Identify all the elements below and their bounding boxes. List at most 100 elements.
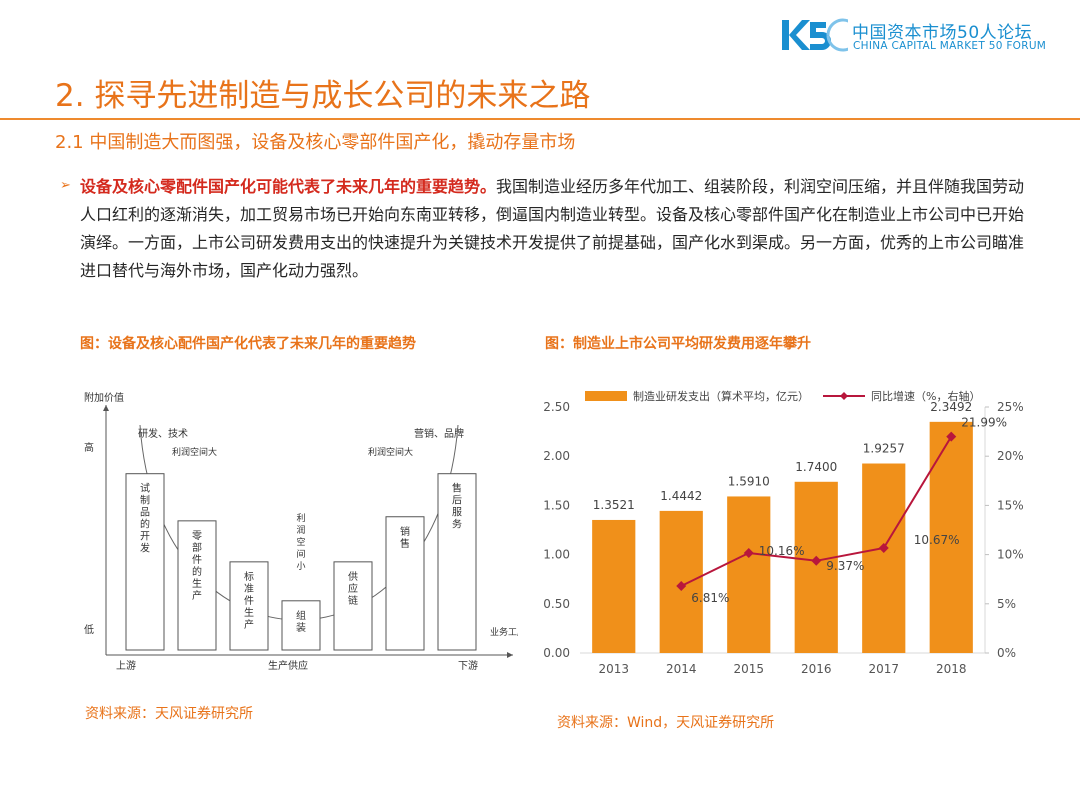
bar-value-label: 1.4442 bbox=[660, 489, 702, 503]
growth-rate-label: 9.37% bbox=[826, 559, 864, 573]
process-bar-label-char: 标 bbox=[244, 571, 254, 583]
x-tick-label: 2018 bbox=[936, 662, 967, 676]
growth-rate-marker bbox=[946, 431, 957, 442]
process-bar-label-char: 售 bbox=[452, 482, 462, 495]
process-bar bbox=[333, 561, 373, 651]
process-bar bbox=[281, 600, 321, 651]
bar-value-label: 1.3521 bbox=[593, 498, 635, 512]
growth-rate-label: 21.99% bbox=[961, 416, 1007, 430]
x-tick-label: 2017 bbox=[868, 662, 899, 676]
process-bar-label-char: 产 bbox=[192, 589, 202, 602]
y-right-tick-label: 0% bbox=[997, 646, 1016, 660]
process-bar-label-char: 制 bbox=[140, 494, 150, 507]
center-profit-label-char: 空 bbox=[296, 536, 305, 548]
growth-rate-label: 10.16% bbox=[759, 544, 805, 558]
x-tick-label: 2016 bbox=[801, 662, 832, 676]
y-right-tick-label: 5% bbox=[997, 597, 1016, 611]
right-chart-source: 资料来源：Wind，天风证券研究所 bbox=[557, 715, 775, 731]
growth-rate-label: 6.81% bbox=[691, 591, 729, 605]
process-bar bbox=[177, 520, 217, 651]
process-bar-label-char: 件 bbox=[244, 595, 254, 607]
process-bar-label-char: 开 bbox=[140, 532, 150, 543]
y-left-tick-label: 1.50 bbox=[543, 498, 570, 512]
legend-bar-swatch bbox=[585, 391, 627, 401]
x-tick-label: 2013 bbox=[598, 662, 629, 676]
process-bar-label-char: 品 bbox=[140, 507, 150, 519]
rd-tech-label: 研发、技术 bbox=[138, 427, 188, 440]
rd-expense-bar bbox=[794, 481, 838, 653]
left-profit-label: 利润空间大 bbox=[172, 446, 217, 458]
process-bar-label-char: 的 bbox=[140, 518, 150, 531]
bar-value-label: 1.5910 bbox=[728, 474, 770, 488]
process-bar-label-char: 链 bbox=[348, 594, 358, 607]
rd-expense-bar bbox=[592, 519, 636, 653]
y-left-tick-label: 2.50 bbox=[543, 400, 570, 414]
title-divider bbox=[0, 118, 1080, 120]
process-bar-label-char: 准 bbox=[244, 583, 254, 595]
process-bar-label-char: 部 bbox=[192, 541, 202, 554]
x-tick-label: 2015 bbox=[733, 662, 764, 676]
right-chart-caption: 图：制造业上市公司平均研发费用逐年攀升 bbox=[545, 336, 811, 352]
process-bar-label-char: 件 bbox=[192, 554, 202, 566]
body-text: 我国制造业经历多年代加工、组装阶段，利润空间压缩，并且伴随我国劳动人口红利的逐渐… bbox=[80, 177, 1025, 280]
bar-value-label: 1.9257 bbox=[863, 442, 905, 456]
bar-value-label: 2.3492 bbox=[930, 400, 972, 414]
x-tick-label: 2014 bbox=[666, 662, 697, 676]
process-bar-label-char: 销 bbox=[400, 525, 410, 538]
process-bar bbox=[125, 473, 165, 651]
legend-line-label: 同比增速（%，右轴） bbox=[871, 389, 980, 403]
rd-expense-bar bbox=[727, 496, 771, 653]
k5-logo-icon bbox=[782, 18, 848, 52]
process-bar bbox=[229, 561, 269, 651]
right-profit-label: 利润空间大 bbox=[368, 446, 413, 458]
legend-bar-label: 制造业研发支出（算术平均，亿元） bbox=[633, 389, 809, 403]
forum-logo: 中国资本市场50人论坛 CHINA CAPITAL MARKET 50 FORU… bbox=[780, 16, 1070, 56]
body-paragraph: 设备及核心零配件国产化可能代表了未来几年的重要趋势。我国制造业经历多年代加工、组… bbox=[80, 173, 1030, 285]
process-bar-label-char: 应 bbox=[348, 582, 358, 595]
growth-rate-marker bbox=[878, 543, 889, 554]
y-left-tick-label: 1.00 bbox=[543, 548, 570, 562]
center-profit-label-char: 润 bbox=[296, 524, 305, 536]
left-figure-caption: 图：设备及核心配件国产化代表了未来几年的重要趋势 bbox=[80, 336, 416, 352]
page-title: 2. 探寻先进制造与成长公司的未来之路 bbox=[55, 78, 591, 114]
process-bar-label-char: 试 bbox=[140, 482, 150, 495]
y-high-label: 高 bbox=[84, 441, 94, 454]
x-axis-label: 业务工序 bbox=[490, 626, 518, 638]
process-bar-label-char: 后 bbox=[452, 495, 462, 507]
process-bar-label-char: 产 bbox=[244, 618, 254, 631]
marketing-brand-label: 营销、品牌 bbox=[414, 427, 464, 440]
smile-curve-diagram: 附加价值 高 低 业务工序 上游 生产供应 下游 研发、技术 营销、品牌 利润空… bbox=[84, 391, 518, 672]
legend-line-marker-icon bbox=[840, 392, 848, 400]
process-bar-label-char: 务 bbox=[452, 518, 462, 531]
y-axis-label: 附加价值 bbox=[84, 391, 124, 404]
process-bar-label-char: 生 bbox=[244, 606, 254, 619]
y-left-tick-label: 0.00 bbox=[543, 646, 570, 660]
process-bar-label-char: 供 bbox=[348, 570, 358, 583]
logo-name-en: CHINA CAPITAL MARKET 50 FORUM bbox=[853, 40, 1047, 52]
y-left-tick-label: 0.50 bbox=[543, 597, 570, 611]
y-right-tick-label: 10% bbox=[997, 548, 1024, 562]
y-right-tick-label: 15% bbox=[997, 498, 1024, 512]
process-bar-label-char: 发 bbox=[140, 542, 150, 555]
process-bar-label-char: 装 bbox=[296, 621, 306, 634]
process-bar bbox=[385, 516, 425, 651]
y-right-tick-label: 20% bbox=[997, 449, 1024, 463]
bullet-arrow-icon: ➢ bbox=[60, 178, 71, 193]
y-low-label: 低 bbox=[84, 623, 94, 636]
section-subtitle: 2.1 中国制造大而图强，设备及核心零部件国产化，撬动存量市场 bbox=[55, 132, 576, 153]
growth-rate-marker bbox=[811, 555, 822, 566]
y-right-tick-label: 25% bbox=[997, 400, 1024, 414]
x-upstream-label: 上游 bbox=[116, 659, 136, 672]
center-profit-label-char: 利 bbox=[296, 512, 305, 524]
center-profit-label-char: 小 bbox=[296, 561, 305, 572]
process-bar-label-char: 的 bbox=[192, 565, 202, 578]
key-point-highlight: 设备及核心零配件国产化可能代表了未来几年的重要趋势。 bbox=[80, 177, 497, 196]
process-bar-label-char: 零 bbox=[192, 530, 202, 542]
growth-rate-marker bbox=[676, 580, 687, 591]
process-bar bbox=[437, 473, 477, 651]
process-bar-label-char: 售 bbox=[400, 537, 410, 550]
growth-rate-label: 10.67% bbox=[914, 533, 960, 547]
process-bar-label-char: 组 bbox=[296, 609, 306, 622]
bar-value-label: 1.7400 bbox=[795, 460, 837, 474]
rd-expense-chart: 制造业研发支出（算术平均，亿元） 同比增速（%，右轴） 0.00 0.50 1.00… bbox=[543, 389, 1024, 676]
